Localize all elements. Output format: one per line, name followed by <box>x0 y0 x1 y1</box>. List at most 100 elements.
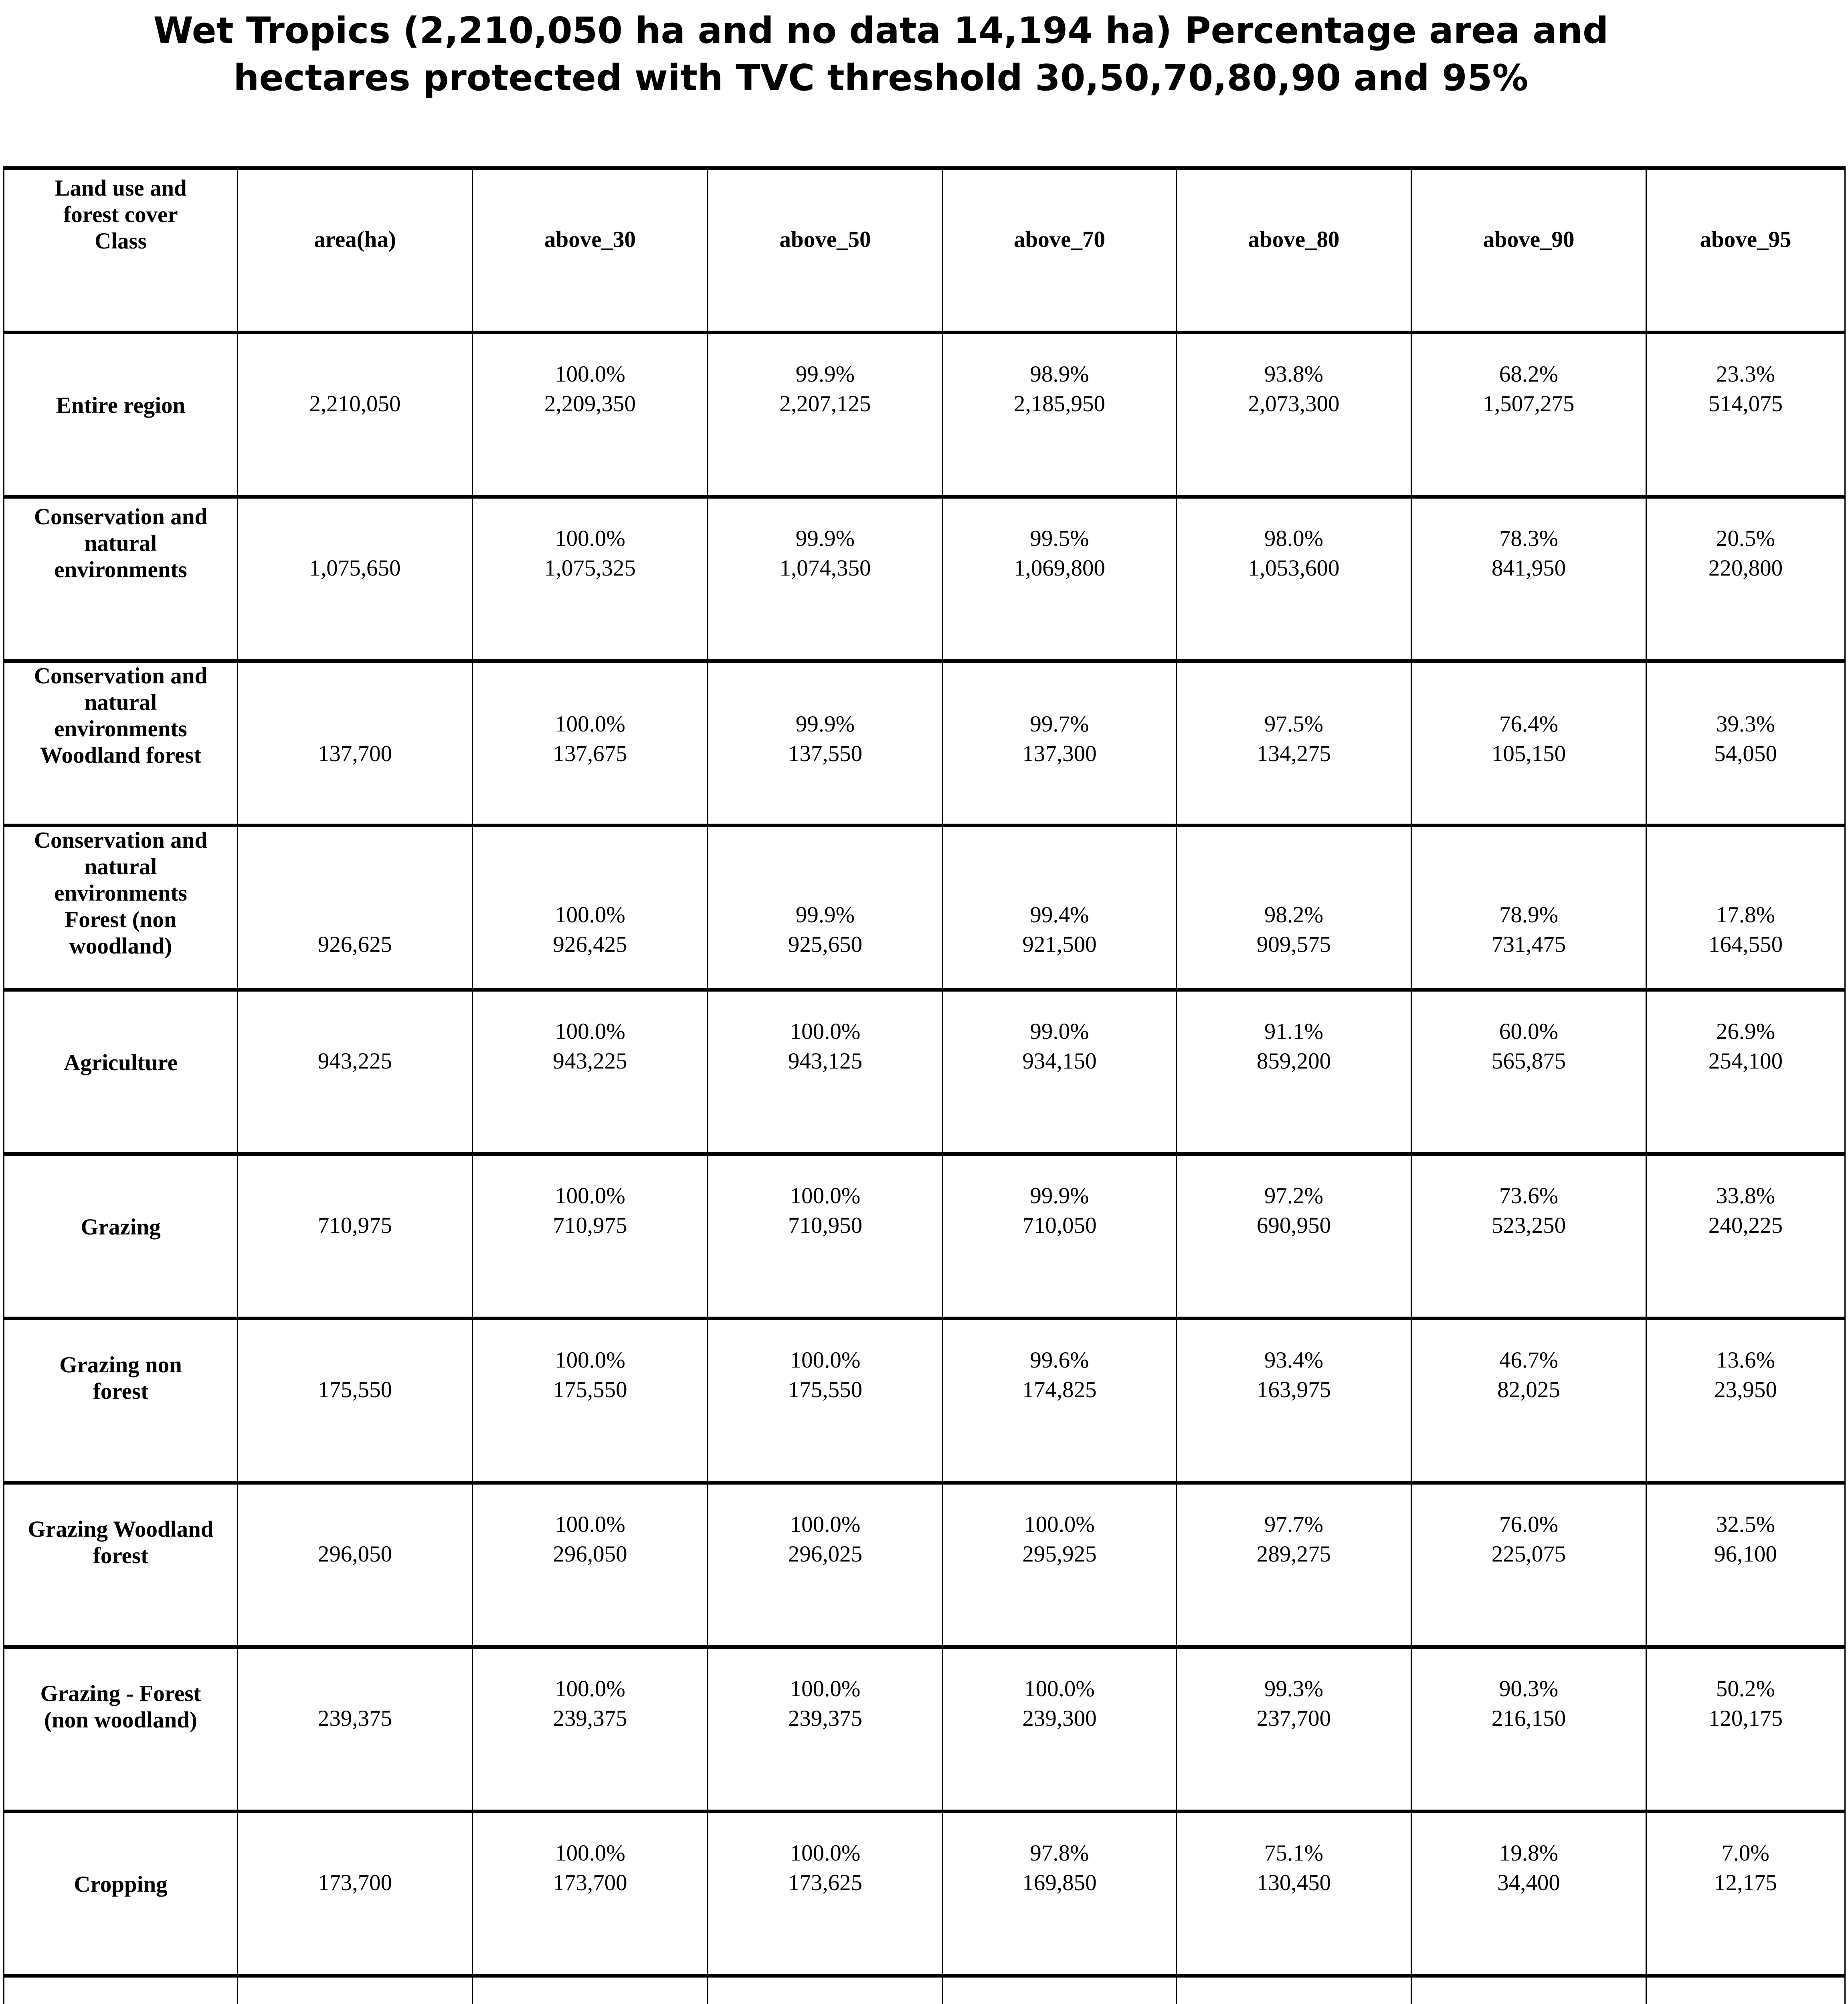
threshold-cell: 97.8% 169,850 <box>943 1813 1177 1974</box>
percent-value: 33.8% <box>1716 1183 1775 1208</box>
threshold-cell: 75.1% 130,450 <box>1177 1813 1412 1974</box>
percent-value: 68.2% <box>1499 362 1559 387</box>
table-header-row: Land use and forest cover Class area(ha)… <box>3 170 1846 334</box>
hectares-value: 96,100 <box>1714 1541 1777 1567</box>
threshold-cell: 100.0% 943,225 <box>473 992 708 1152</box>
hectares-value: 237,700 <box>1256 1706 1331 1731</box>
percent-value: 99.9% <box>795 526 855 551</box>
hectares-value: 175,550 <box>553 1377 627 1402</box>
hectares-value: 174,825 <box>1022 1377 1097 1402</box>
percent-value: 76.4% <box>1499 711 1559 737</box>
percent-value: 17.8% <box>1716 902 1775 927</box>
threshold-cell: 39.3% 54,050 <box>1647 663 1846 845</box>
threshold-cell: 93.4% 163,975 <box>1177 1320 1412 1481</box>
hectares-value: 1,074,350 <box>779 556 871 581</box>
percent-value: 100.0% <box>555 1840 625 1866</box>
hectares-value: 690,950 <box>1256 1213 1331 1238</box>
hectares-value: 710,975 <box>553 1213 627 1238</box>
threshold-cell: 32.5% 96,100 <box>1647 1485 1846 1645</box>
hectares-value: 731,475 <box>1491 932 1566 957</box>
percent-value: 100.0% <box>1024 1512 1095 1537</box>
percent-value: 23.3% <box>1716 362 1775 387</box>
threshold-cell: 73.6% 523,250 <box>1412 1156 1647 1317</box>
threshold-cell: 78.9% 731,475 <box>1412 827 1647 1036</box>
hectares-value: 1,507,275 <box>1483 391 1575 416</box>
threshold-cell: 98.2% 909,575 <box>1177 827 1412 1036</box>
land-use-table: Land use and forest cover Class area(ha)… <box>3 166 1846 2004</box>
hectares-value: 523,250 <box>1491 1213 1566 1238</box>
table-body: Entire region 2,210,050 100.0% 2,209,350 99.… <box>3 334 1846 2004</box>
hectares-value: 239,375 <box>788 1706 863 1731</box>
percent-value: 99.6% <box>1030 1347 1089 1373</box>
threshold-cell: 90.3% 216,150 <box>1412 1649 1647 1810</box>
hectares-value: 137,550 <box>788 741 863 766</box>
threshold-cell: 7.0% 12,175 <box>1647 1813 1846 1974</box>
percent-value: 100.0% <box>555 362 625 387</box>
hectares-value: 173,700 <box>553 1870 627 1895</box>
table-row: Grazing 710,975 100.0% 710,975 100.0% 710,950… <box>3 1156 1846 1320</box>
percent-value: 13.6% <box>1716 1347 1775 1373</box>
table-row: Grazing Woodland forest 296,050 100.0% 296,… <box>3 1485 1846 1649</box>
hectares-value: 514,075 <box>1708 391 1783 416</box>
threshold-cell: 100.0% 710,975 <box>473 1156 708 1317</box>
threshold-cell: 100.0% 175,550 <box>473 1320 708 1481</box>
percent-value: 100.0% <box>555 1512 625 1537</box>
threshold-cell: 99.3% 237,700 <box>1177 1649 1412 1810</box>
percent-value: 32.5% <box>1716 1512 1775 1537</box>
percent-value: 50.2% <box>1716 1676 1775 1701</box>
percent-value: 93.4% <box>1264 1347 1324 1373</box>
hectares-value: 130,450 <box>1256 1870 1331 1895</box>
percent-value: 99.9% <box>795 902 855 927</box>
hectares-value: 2,073,300 <box>1248 391 1340 416</box>
percent-value: 100.0% <box>555 526 625 551</box>
threshold-cell: 13.6% 23,950 <box>1647 1320 1846 1481</box>
header-area-ha: area(ha) <box>238 170 473 331</box>
percent-value: 99.4% <box>1030 902 1089 927</box>
table-row: Cropping 173,700 100.0% 173,700 100.0% 173,62… <box>3 1813 1846 1978</box>
threshold-cell: 20.5% 220,800 <box>1647 499 1846 659</box>
row-label: Cropping <box>4 1813 238 1974</box>
row-label: Grazing Woodland forest <box>4 1485 238 1645</box>
threshold-cell: 100.0% 175,550 <box>708 1320 943 1481</box>
threshold-cell: 98.0% 1,053,600 <box>1177 499 1412 659</box>
percent-value: 100.0% <box>790 1183 861 1208</box>
hectares-value: 1,075,325 <box>544 556 636 581</box>
percent-value: 100.0% <box>555 1347 625 1373</box>
table-row: Agriculture 943,225 100.0% 943,225 100.0% 943… <box>3 992 1846 1156</box>
hectares-value: 137,675 <box>553 741 627 766</box>
threshold-cell: 99.5% 1,069,800 <box>943 499 1177 659</box>
percent-value: 60.0% <box>1499 1019 1559 1044</box>
percent-value: 98.0% <box>1264 526 1324 551</box>
row-label: Entire region <box>4 334 238 495</box>
hectares-value: 12,175 <box>1714 1870 1777 1895</box>
threshold-cell: 100.0% 710,950 <box>708 1156 943 1317</box>
row-label: Grazing non forest <box>4 1320 238 1481</box>
table-row: Conservation and natural environments Wo… <box>3 663 1846 845</box>
threshold-cell: 23.3% 514,075 <box>1647 334 1846 495</box>
percent-value: 78.3% <box>1499 526 1559 551</box>
percent-value: 76.0% <box>1499 1512 1559 1537</box>
area-ha-value: 710,975 <box>238 1156 473 1317</box>
threshold-cell: 99.9% 2,207,125 <box>708 334 943 495</box>
hectares-value: 216,150 <box>1491 1706 1566 1731</box>
header-above-50: above_50 <box>708 170 943 331</box>
row-label: Irrigation <box>4 1978 238 2004</box>
row-label: Conservation and natural environments Fo… <box>4 827 238 1036</box>
percent-value: 93.8% <box>1264 362 1324 387</box>
percent-value: 100.0% <box>555 902 625 927</box>
percent-value: 98.9% <box>1030 362 1089 387</box>
percent-value: 39.3% <box>1716 711 1775 737</box>
percent-value: 78.9% <box>1499 902 1559 927</box>
percent-value: 97.8% <box>1030 1840 1089 1866</box>
area-ha-value: 296,050 <box>238 1485 473 1645</box>
hectares-value: 1,053,600 <box>1248 556 1340 581</box>
percent-value: 99.0% <box>1030 1019 1089 1044</box>
percent-value: 19.8% <box>1499 1840 1559 1866</box>
hectares-value: 164,550 <box>1708 932 1783 957</box>
percent-value: 100.0% <box>555 711 625 737</box>
threshold-cell: 17.8% 164,550 <box>1647 827 1846 1036</box>
percent-value: 20.5% <box>1716 526 1775 551</box>
percent-value: 26.9% <box>1716 1019 1775 1044</box>
threshold-cell: 99.6% 174,825 <box>943 1320 1177 1481</box>
